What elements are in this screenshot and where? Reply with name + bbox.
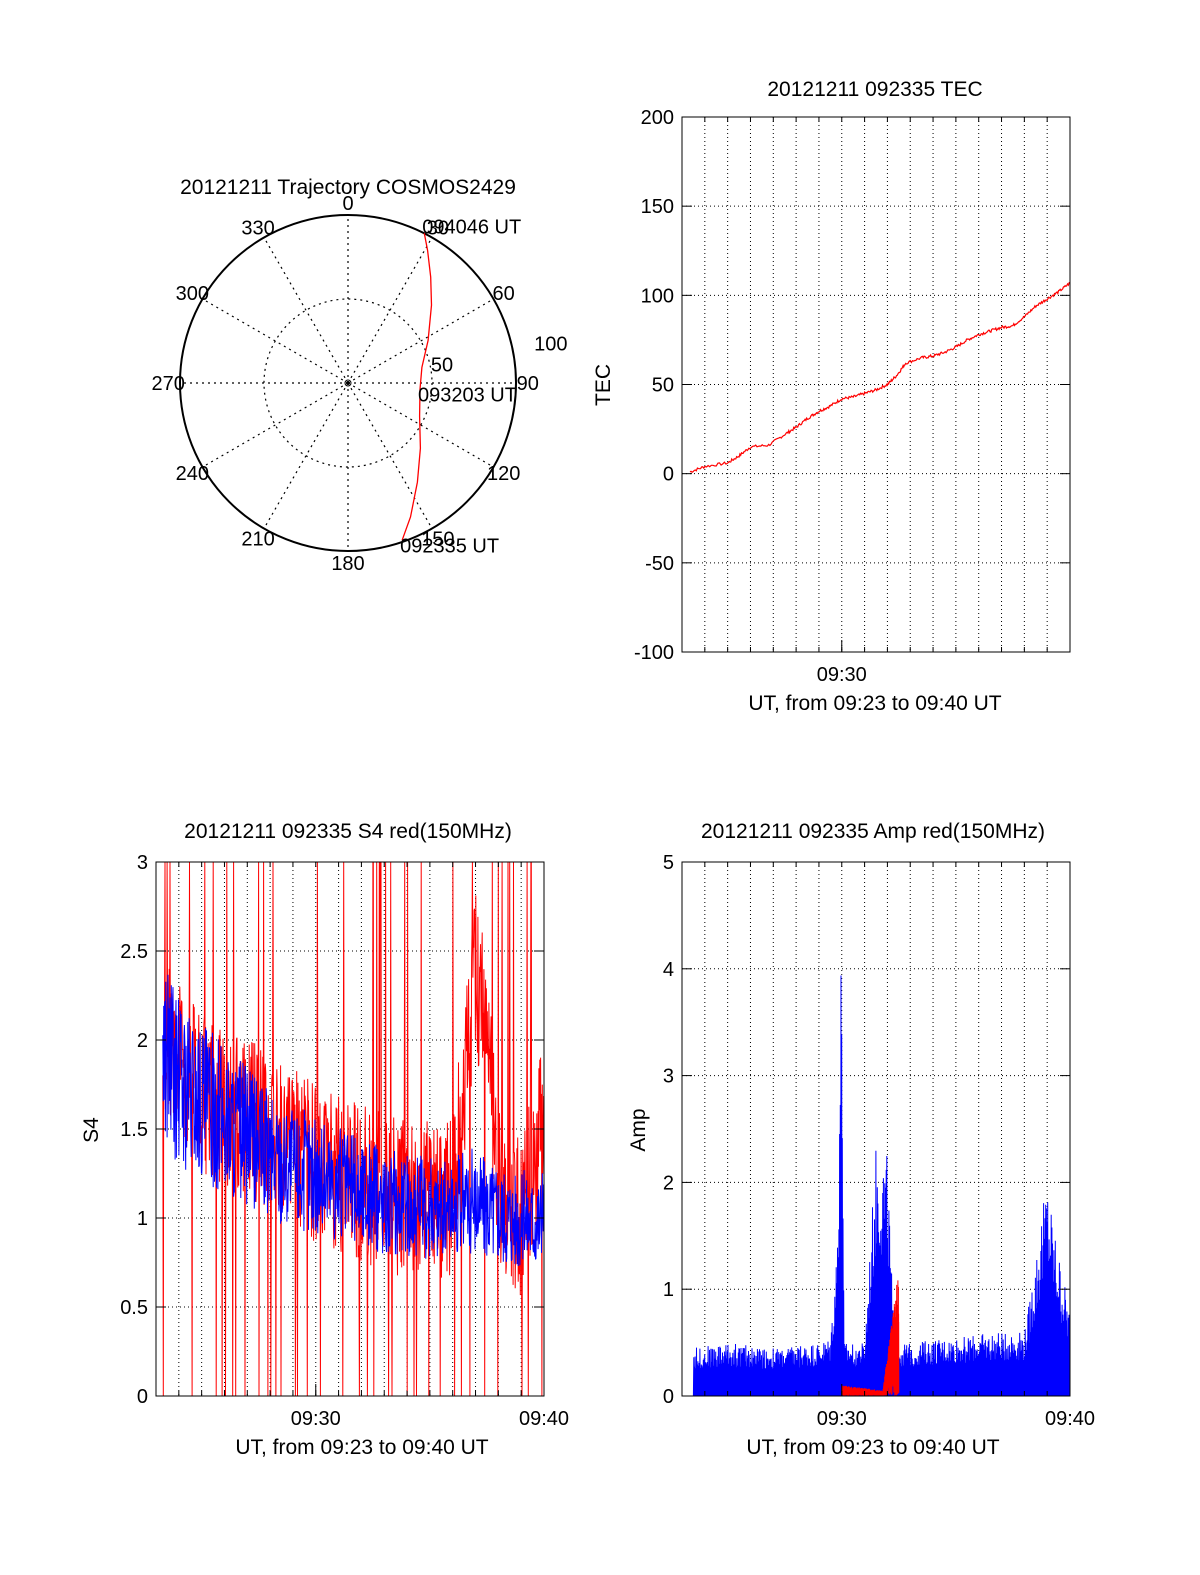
- azimuth-label: 330: [241, 217, 274, 239]
- blue-series-line: [692, 975, 1071, 1397]
- y-tick-label: 0: [663, 1386, 674, 1408]
- azimuth-label: 180: [331, 553, 364, 575]
- y-tick-label: -50: [645, 553, 674, 575]
- x-tick-label: 09:30: [817, 664, 867, 686]
- spoke-line: [347, 237, 433, 384]
- grid: [682, 862, 1070, 1396]
- time-annotation: 092335 UT: [400, 535, 499, 557]
- radius-label: 50: [431, 355, 453, 377]
- red-series-line: [841, 1280, 900, 1397]
- tick-labels: 0 1 2 3 4 5 09:30 09:40: [663, 852, 1095, 1430]
- time-annotation: 094046 UT: [422, 216, 521, 238]
- azimuth-label: 90: [517, 373, 539, 395]
- spoke-line: [263, 382, 349, 529]
- y-tick-label: 4: [663, 959, 674, 981]
- azimuth-labels: 0 30 60 90 120 150 180 210 240 270 300 330: [152, 193, 539, 575]
- radius-label: 100: [534, 334, 567, 356]
- polar-trajectory-chart: 20121211 Trajectory COSMOS2429 0 30 60 90 12…: [152, 176, 568, 575]
- plot-frame: [681, 116, 1071, 653]
- chart-title: 20121211 Trajectory COSMOS2429: [180, 176, 516, 199]
- tick-labels: -100 -50 0 50 100 150 200 09:30: [634, 107, 867, 686]
- y-tick-label: 200: [641, 107, 674, 129]
- x-tick-label: 09:40: [519, 1408, 569, 1430]
- y-axis-label: Amp: [627, 1108, 650, 1151]
- trajectory-annotations: 094046 UT 093203 UT 092335 UT: [400, 216, 521, 557]
- spoke-line: [202, 382, 349, 468]
- polar-grid: [179, 214, 517, 552]
- x-axis-label: UT, from 09:23 to 09:40 UT: [748, 692, 1001, 715]
- spoke-line: [263, 237, 349, 384]
- azimuth-label: 0: [342, 193, 353, 215]
- axes: [155, 861, 545, 1397]
- tec-chart: 20121211 092335 TEC -100 -50 0 50 100 150 200 0…: [592, 78, 1071, 715]
- outer-circle: [179, 214, 517, 552]
- azimuth-label: 120: [487, 463, 520, 485]
- red-series-line: [162, 861, 545, 1397]
- radius-labels: 50 100: [431, 334, 568, 377]
- y-tick-label: 1.5: [120, 1119, 148, 1141]
- center-mark: [344, 379, 352, 387]
- y-axis-label: S4: [80, 1117, 103, 1143]
- spoke-line: [347, 382, 494, 468]
- azimuth-label: 240: [176, 463, 209, 485]
- y-tick-label: 5: [663, 852, 674, 874]
- y-tick-label: 2.5: [120, 941, 148, 963]
- y-tick-label: -100: [634, 642, 674, 664]
- chart-title: 20121211 092335 S4 red(150MHz): [184, 820, 512, 843]
- y-tick-label: 0.5: [120, 1297, 148, 1319]
- trajectory-series: [401, 233, 433, 541]
- s4-chart: 20121211 092335 S4 red(150MHz) 0 0.5 1 1.5 2…: [80, 820, 569, 1459]
- azimuth-label: 210: [241, 529, 274, 551]
- y-tick-label: 2: [663, 1172, 674, 1194]
- azimuth-label: 30: [427, 217, 449, 239]
- azimuth-label: 60: [493, 283, 515, 305]
- plot-frame: [681, 861, 1071, 1397]
- y-tick-label: 2: [137, 1030, 148, 1052]
- axes: [681, 116, 1071, 653]
- chart-title: 20121211 092335 TEC: [767, 78, 982, 101]
- y-tick-label: 100: [641, 285, 674, 307]
- spoke-line: [202, 298, 349, 384]
- azimuth-label: 270: [152, 373, 185, 395]
- y-tick-label: 3: [663, 1066, 674, 1088]
- blue-series-line: [162, 974, 545, 1267]
- series: [689, 281, 1071, 473]
- axes: [681, 861, 1071, 1397]
- y-tick-label: 0: [663, 464, 674, 486]
- time-annotation: 093203 UT: [418, 384, 517, 406]
- azimuth-label: 150: [421, 529, 454, 551]
- y-tick-label: 3: [137, 852, 148, 874]
- y-tick-label: 1: [137, 1208, 148, 1230]
- spoke-line: [347, 298, 494, 384]
- y-tick-label: 150: [641, 196, 674, 218]
- tick-labels: 0 0.5 1 1.5 2 2.5 3 09:30 09:40: [120, 852, 569, 1430]
- series: [692, 975, 1071, 1397]
- grid: [682, 117, 1070, 652]
- x-axis-label: UT, from 09:23 to 09:40 UT: [235, 1436, 488, 1459]
- series: [162, 861, 545, 1397]
- x-tick-label: 09:30: [817, 1408, 867, 1430]
- x-tick-label: 09:40: [1045, 1408, 1095, 1430]
- amp-chart: 20121211 092335 Amp red(150MHz) 0 1 2 3 4 5 09…: [627, 820, 1095, 1459]
- trajectory-line: [401, 233, 433, 541]
- x-axis-label: UT, from 09:23 to 09:40 UT: [746, 1436, 999, 1459]
- chart-title: 20121211 092335 Amp red(150MHz): [701, 820, 1045, 843]
- spoke-line: [347, 382, 433, 529]
- x-tick-label: 09:30: [291, 1408, 341, 1430]
- azimuth-label: 300: [176, 283, 209, 305]
- y-tick-label: 50: [652, 375, 674, 397]
- y-tick-label: 1: [663, 1279, 674, 1301]
- y-axis-label: TEC: [592, 364, 615, 406]
- tec-series-line: [689, 281, 1071, 473]
- y-tick-label: 0: [137, 1386, 148, 1408]
